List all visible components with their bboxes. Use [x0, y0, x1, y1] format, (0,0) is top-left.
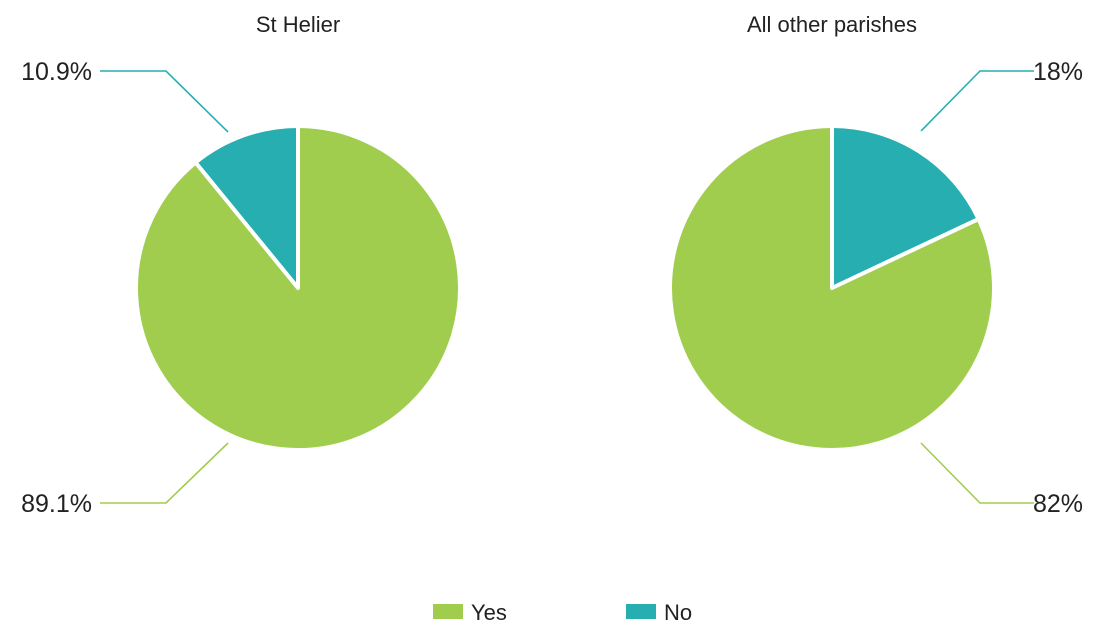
legend-label-no: No	[664, 600, 692, 625]
legend: Yes No	[433, 600, 692, 625]
legend-label-yes: Yes	[471, 600, 507, 625]
data-label-yes: 82%	[1033, 490, 1083, 518]
leader-line-yes	[100, 442, 229, 504]
pie-chart-all-other-parishes: All other parishes 18% 82%	[668, 12, 1083, 518]
legend-swatch-yes	[433, 604, 463, 619]
data-label-yes: 89.1%	[21, 490, 92, 518]
leader-line-no	[920, 70, 1034, 132]
pie-chart-st-helier: St Helier 10.9% 89.1%	[21, 12, 462, 518]
pie-slices	[134, 124, 462, 452]
pie-slice-no	[193, 124, 300, 290]
data-label-no: 18%	[1033, 58, 1083, 86]
pie-title: All other parishes	[747, 12, 917, 37]
leader-line-yes	[920, 442, 1034, 504]
pie-slice-yes	[134, 124, 462, 452]
pie-data-labels: 18% 82%	[920, 58, 1083, 518]
pie-slice-yes	[668, 124, 996, 452]
data-label-no: 10.9%	[21, 58, 92, 86]
pie-slice-no	[830, 124, 981, 290]
pie-title: St Helier	[256, 12, 340, 37]
pie-data-labels: 10.9% 89.1%	[21, 58, 229, 518]
legend-swatch-no	[626, 604, 656, 619]
leader-line-no	[100, 70, 229, 133]
pie-slices	[668, 124, 996, 452]
